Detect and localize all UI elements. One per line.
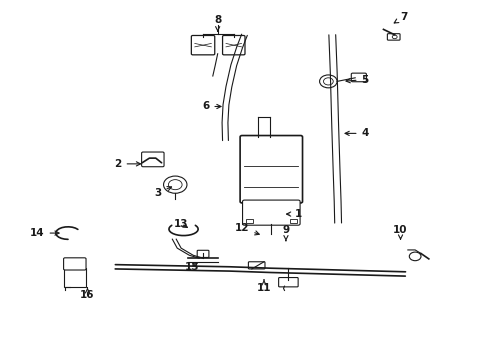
Text: 16: 16	[80, 288, 95, 301]
FancyBboxPatch shape	[197, 250, 208, 257]
FancyBboxPatch shape	[248, 262, 264, 269]
FancyBboxPatch shape	[63, 258, 86, 270]
Text: 13: 13	[174, 219, 188, 229]
Text: 14: 14	[30, 228, 59, 238]
Text: 3: 3	[154, 186, 171, 198]
FancyBboxPatch shape	[191, 36, 214, 55]
Circle shape	[168, 180, 182, 190]
FancyBboxPatch shape	[350, 73, 366, 82]
Circle shape	[408, 252, 420, 261]
Text: 5: 5	[346, 75, 368, 85]
Text: 7: 7	[393, 12, 407, 23]
Bar	[289, 220, 296, 223]
FancyBboxPatch shape	[222, 36, 244, 55]
Text: 6: 6	[202, 102, 221, 112]
FancyBboxPatch shape	[386, 34, 399, 40]
Circle shape	[391, 35, 396, 39]
FancyBboxPatch shape	[142, 152, 163, 167]
Text: 9: 9	[282, 225, 289, 241]
Text: 12: 12	[234, 224, 259, 235]
Text: 4: 4	[345, 129, 368, 138]
Text: 10: 10	[392, 225, 407, 239]
Text: 8: 8	[214, 15, 221, 31]
Circle shape	[319, 75, 336, 88]
Text: 11: 11	[256, 280, 271, 293]
Bar	[64, 268, 85, 287]
Circle shape	[163, 176, 186, 193]
Text: 1: 1	[286, 209, 302, 219]
Text: 2: 2	[114, 159, 140, 169]
FancyBboxPatch shape	[278, 278, 298, 287]
FancyBboxPatch shape	[242, 200, 300, 225]
Text: 15: 15	[184, 262, 199, 272]
Bar	[245, 220, 252, 223]
FancyBboxPatch shape	[240, 135, 302, 203]
Circle shape	[323, 78, 332, 85]
